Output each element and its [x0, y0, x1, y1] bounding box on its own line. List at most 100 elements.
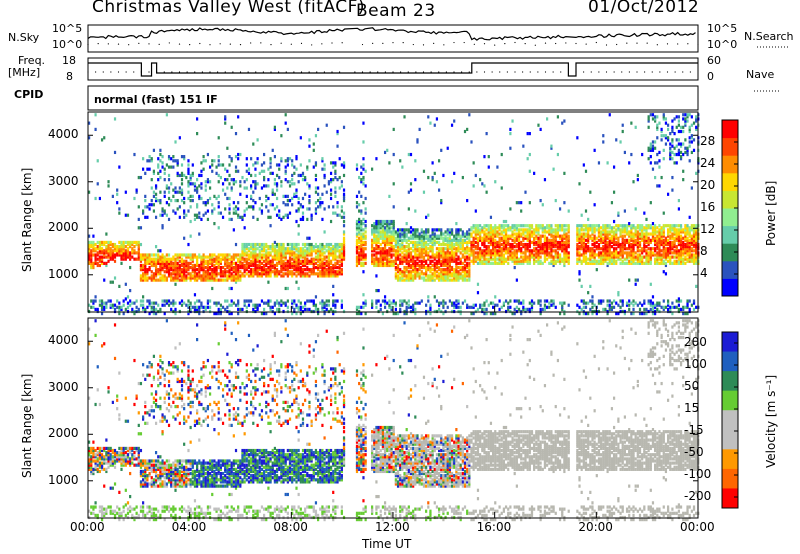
power-cell — [193, 182, 197, 186]
power-cell — [379, 307, 382, 312]
power-cell — [336, 259, 339, 263]
power-cell — [442, 255, 445, 259]
power-cell — [610, 257, 614, 261]
power-cell — [314, 303, 318, 307]
power-cell — [401, 274, 404, 278]
power-cell — [254, 263, 257, 268]
power-cell — [371, 257, 374, 261]
power-cell — [103, 240, 106, 245]
power-cell — [591, 224, 594, 228]
power-cell — [241, 247, 244, 251]
power-cell — [412, 278, 415, 282]
power-cell — [528, 257, 531, 261]
power-cell — [297, 265, 300, 270]
power-cell — [407, 253, 410, 257]
power-cell — [405, 307, 408, 312]
power-cell — [183, 157, 186, 161]
power-cell — [515, 249, 518, 253]
power-cell — [489, 253, 493, 257]
power-cell — [381, 224, 385, 228]
power-cell — [379, 230, 382, 234]
power-cell — [539, 242, 542, 247]
power-cell — [556, 259, 560, 263]
power-cell — [355, 263, 359, 268]
power-cell — [187, 163, 190, 167]
power-cell — [399, 272, 402, 276]
search-noise-point — [158, 43, 160, 46]
power-cell — [308, 261, 311, 265]
power-cell — [405, 276, 408, 280]
power-cell — [563, 301, 566, 305]
power-cell — [338, 251, 341, 255]
power-cell — [105, 240, 108, 245]
power-cell — [118, 240, 121, 245]
power-cell — [515, 257, 518, 261]
power-cell — [373, 226, 376, 230]
power-cell — [323, 272, 326, 276]
power-cell — [217, 278, 220, 282]
power-cell — [379, 247, 382, 251]
power-cell — [338, 263, 341, 268]
power-cell — [360, 234, 363, 238]
power-cell — [401, 270, 404, 274]
power-cell — [232, 255, 235, 259]
power-cell — [144, 253, 147, 257]
power-cell — [401, 259, 404, 263]
power-cell — [634, 251, 637, 255]
power-cell — [310, 270, 313, 274]
power-cell — [535, 251, 538, 255]
power-cell — [383, 247, 387, 251]
power-cell — [193, 274, 197, 278]
power-cell — [489, 257, 493, 261]
power-cell — [630, 236, 633, 240]
power-cell — [196, 117, 199, 121]
power-cell — [336, 261, 339, 265]
power-cell — [148, 299, 151, 303]
power-cell — [552, 228, 555, 232]
power-cell — [137, 242, 140, 247]
power-cell — [142, 295, 145, 299]
power-cell — [578, 255, 581, 259]
power-cell — [269, 159, 272, 163]
power-cell — [513, 224, 516, 228]
power-cell — [435, 228, 439, 232]
search-noise-point — [646, 42, 648, 44]
power-cell — [124, 253, 127, 257]
power-cell — [301, 259, 305, 263]
power-cell — [340, 184, 343, 188]
power-cell — [239, 257, 242, 261]
power-cell — [167, 263, 171, 268]
power-cell — [474, 230, 477, 234]
search-noise-point — [250, 42, 252, 44]
power-cell — [308, 270, 311, 274]
power-cell — [468, 255, 471, 259]
power-cell — [591, 253, 594, 257]
power-cell — [453, 272, 456, 276]
nave-point — [285, 71, 287, 73]
power-cell — [297, 255, 300, 259]
power-cell — [98, 242, 102, 247]
power-cell — [142, 263, 145, 268]
power-cell — [139, 226, 143, 230]
power-cell — [371, 224, 374, 228]
power-cell — [504, 251, 508, 255]
power-cell — [634, 240, 637, 245]
power-cell — [412, 230, 415, 234]
power-cell — [144, 307, 147, 312]
power-cell — [634, 125, 637, 129]
power-cell — [615, 232, 618, 236]
power-cell — [580, 232, 583, 236]
power-cell — [621, 303, 624, 307]
power-cell — [291, 312, 294, 316]
power-cell — [416, 230, 419, 234]
power-cell — [606, 232, 609, 236]
power-cell — [381, 230, 385, 234]
power-cell — [362, 182, 365, 186]
power-cell — [323, 303, 326, 307]
power-cell — [392, 301, 395, 305]
power-cell — [610, 228, 614, 232]
power-cell — [543, 303, 547, 307]
power-cell — [453, 119, 456, 123]
power-cell — [479, 303, 482, 307]
power-cell — [317, 263, 320, 268]
